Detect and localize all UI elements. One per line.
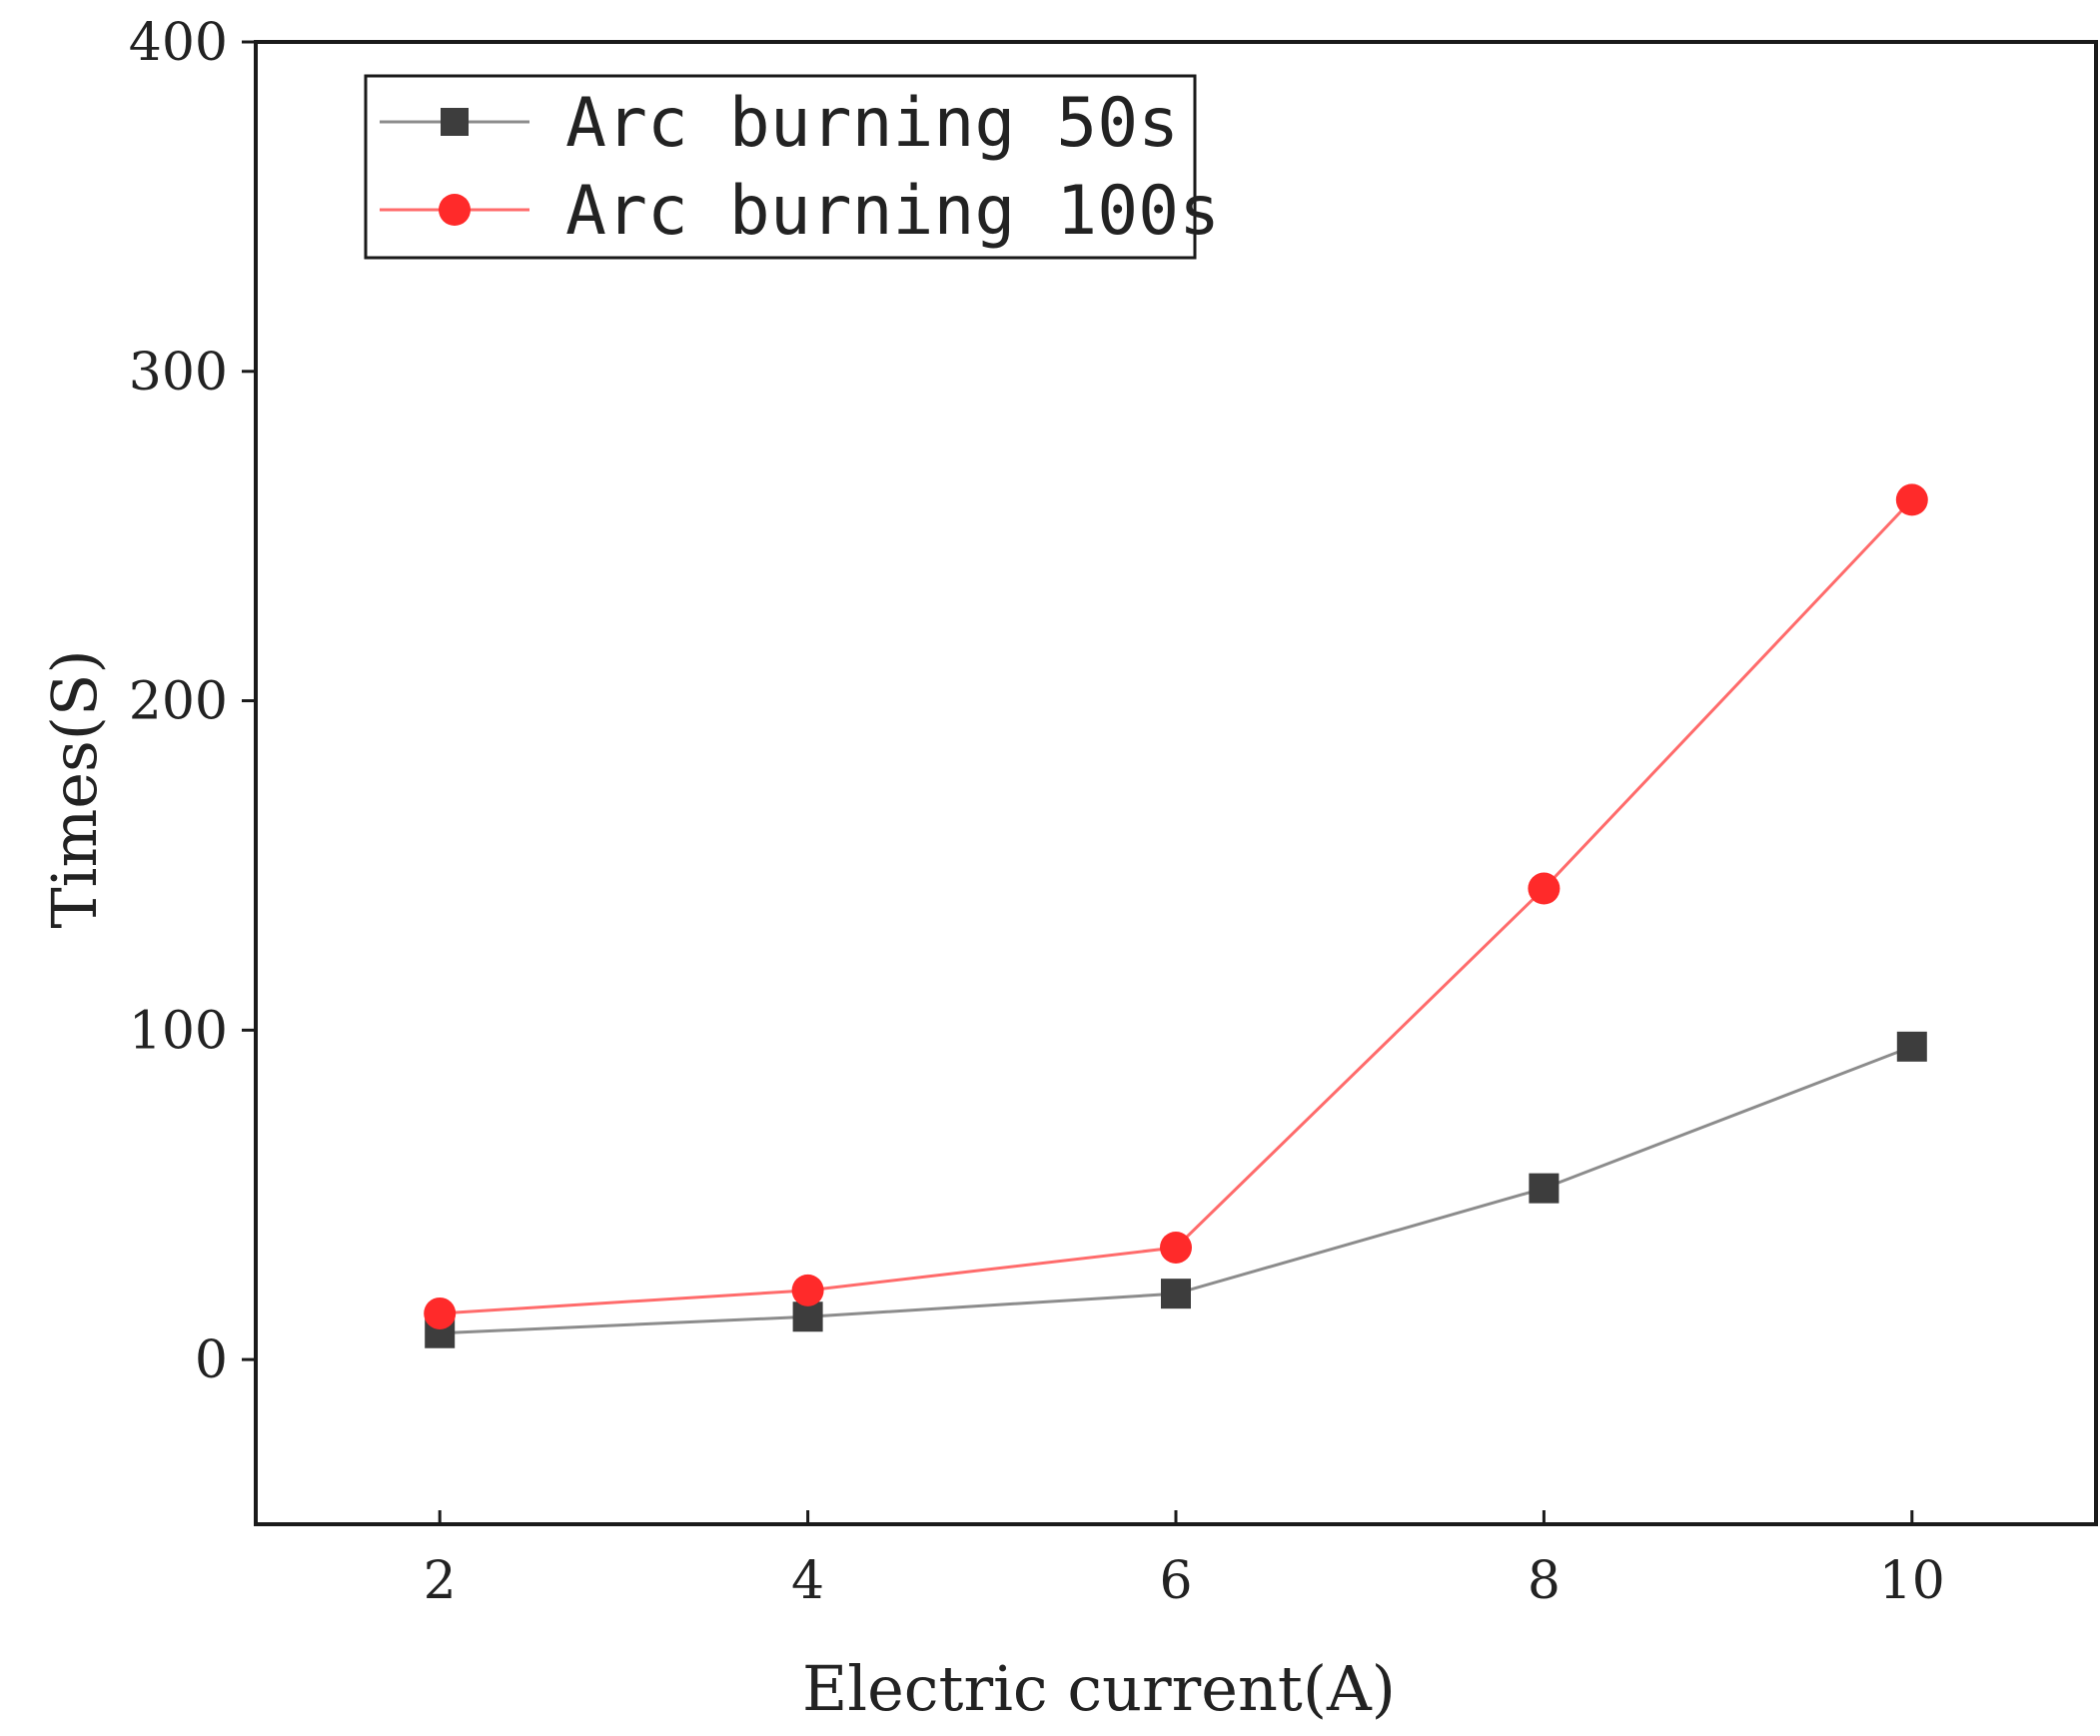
data-point [1895, 483, 1928, 516]
data-point [1529, 1173, 1560, 1204]
series-1 [425, 1031, 1927, 1348]
data-point [791, 1274, 824, 1306]
x-tick-label: 4 [791, 1551, 824, 1611]
data-point [1896, 1031, 1927, 1062]
legend-label-50s: Arc burning 50s [565, 84, 1179, 163]
series-layer [424, 483, 1928, 1348]
y-tick-label: 0 [195, 1330, 228, 1390]
legend-box [364, 74, 1197, 260]
y-axis-title: Times(S) [38, 649, 111, 928]
series-2 [424, 483, 1928, 1329]
y-axis-ticks: 0 100 200 300 400 [129, 13, 256, 1390]
legend-marker-50s [441, 108, 469, 136]
data-point [1528, 872, 1561, 905]
series-line [440, 498, 1913, 1315]
x-axis-ticks: 2 4 6 8 10 [424, 1510, 1945, 1611]
y-tick-label: 300 [129, 343, 228, 403]
data-point [792, 1302, 823, 1332]
legend-marker-100s [439, 194, 471, 226]
x-tick-label: 8 [1528, 1551, 1561, 1611]
x-tick-label: 10 [1879, 1551, 1945, 1611]
y-tick-label: 200 [129, 672, 228, 732]
x-axis-title: Electric current(A) [802, 1652, 1396, 1725]
legend-label-100s: Arc burning 100s [565, 172, 1220, 251]
data-point [1160, 1231, 1192, 1264]
data-point [1161, 1279, 1191, 1309]
legend: Arc burning 50s Arc burning 100s [364, 74, 1220, 260]
y-tick-label: 400 [129, 13, 228, 73]
x-tick-label: 2 [424, 1551, 457, 1611]
x-tick-label: 6 [1159, 1551, 1192, 1611]
y-tick-label: 100 [129, 1001, 228, 1061]
data-point [424, 1297, 457, 1329]
